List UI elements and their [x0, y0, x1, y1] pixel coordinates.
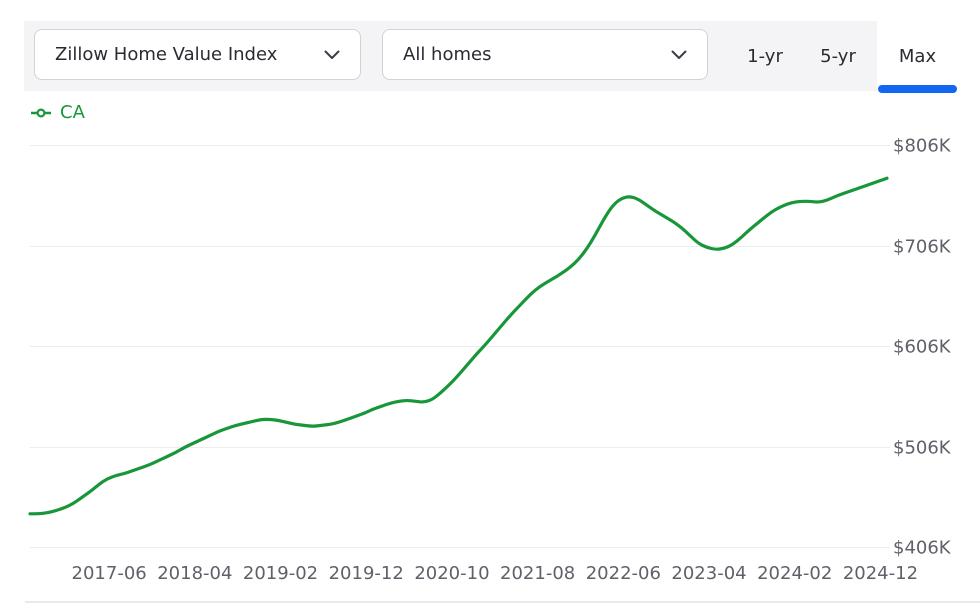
tab-label: 1-yr — [747, 45, 783, 67]
legend-label: CA — [60, 102, 85, 123]
metric-dropdown-value: Zillow Home Value Index — [55, 44, 278, 65]
x-axis-label: 2019-12 — [328, 563, 404, 584]
y-axis-label: $506K — [893, 437, 951, 458]
series-legend: CA — [30, 102, 85, 123]
y-axis-label: $606K — [893, 336, 951, 358]
y-axis-label: $406K — [893, 537, 951, 559]
gridline — [30, 547, 890, 548]
x-axis-label: 2024-12 — [842, 563, 919, 584]
active-tab-underline — [878, 85, 957, 93]
tab-label: 5-yr — [820, 45, 856, 67]
segment-dropdown[interactable]: All homes — [382, 29, 708, 80]
chevron-down-icon — [671, 50, 687, 60]
series-line-ca — [28, 176, 889, 516]
segment-dropdown-value: All homes — [403, 44, 492, 65]
x-axis-label: 2018-04 — [157, 563, 233, 584]
bottom-divider — [25, 601, 980, 603]
x-axis-label: 2021-08 — [500, 563, 576, 584]
y-axis-label: $806K — [893, 135, 951, 157]
x-axis-label: 2017-06 — [71, 563, 147, 584]
tab-label: Max — [898, 45, 937, 67]
metric-dropdown[interactable]: Zillow Home Value Index — [34, 29, 361, 80]
y-axis-label: $706K — [893, 236, 951, 257]
tab-max[interactable]: Max — [877, 21, 958, 93]
gridline — [30, 145, 890, 146]
legend-line-marker-icon — [31, 107, 51, 118]
x-axis-label: 2020-10 — [414, 563, 490, 584]
tab-5-yr[interactable]: 5-yr — [806, 21, 870, 91]
x-axis-label: 2024-02 — [757, 563, 833, 584]
x-axis-label: 2022-06 — [585, 563, 661, 584]
x-axis-label: 2023-04 — [671, 563, 747, 584]
gridline — [30, 245, 890, 247]
x-axis-label: 2019-02 — [242, 563, 319, 584]
gridline — [30, 346, 890, 347]
chevron-down-icon — [324, 50, 340, 60]
tab-1-yr[interactable]: 1-yr — [733, 21, 797, 91]
gridline — [30, 446, 890, 448]
